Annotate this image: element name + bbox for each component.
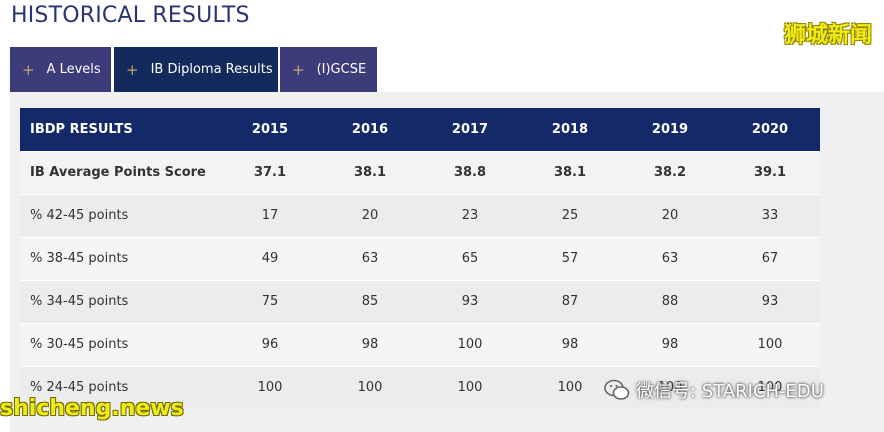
tab-label: (I)GCSE <box>316 62 367 77</box>
wechat-icon <box>604 379 630 401</box>
row-label: IB Average Points Score <box>30 165 206 180</box>
header-cell: 2018 <box>551 121 589 137</box>
table-cell: 17 <box>261 208 279 223</box>
tab-a-levels[interactable]: + A Levels <box>10 47 111 92</box>
table-cell: 100 <box>757 337 783 352</box>
table-cell: 39.1 <box>753 165 787 180</box>
table-cell: 38.1 <box>353 165 387 180</box>
row-label: % 38-45 points <box>30 251 129 266</box>
watermark-bottom-left: shicheng.news <box>0 396 184 421</box>
table-cell: 93 <box>461 294 479 309</box>
table-cell: 38.8 <box>453 165 487 180</box>
header-cell: 2020 <box>751 121 789 137</box>
table-row: % 24-45 points 100 100 100 100 100 100 <box>20 366 820 409</box>
table-cell: 100 <box>357 380 383 396</box>
tab-label: A Levels <box>46 62 101 77</box>
watermark-bottom-right: 微信号: STARICH-EDU <box>604 377 824 403</box>
table-cell: 63 <box>361 251 379 266</box>
table-cell: 98 <box>361 337 379 352</box>
plus-icon: + <box>22 60 35 79</box>
table-row: % 42-45 points 17 20 23 25 20 33 <box>20 194 820 237</box>
table-cell: 85 <box>361 294 379 309</box>
table-cell: 23 <box>461 208 479 223</box>
table-cell: 20 <box>661 208 679 223</box>
table-row: % 38-45 points 49 63 65 57 63 67 <box>20 237 820 280</box>
table-cell: 100 <box>457 380 483 396</box>
table-cell: 88 <box>661 294 679 309</box>
plus-icon: + <box>126 60 139 79</box>
table-cell: 100 <box>457 337 483 352</box>
header-cell: 2016 <box>351 121 389 137</box>
table-header-row: IBDP RESULTS 2015 2016 2017 2018 2019 20… <box>20 108 820 151</box>
table-cell: 98 <box>561 337 579 352</box>
header-cell: 2015 <box>251 121 289 137</box>
header-cell: IBDP RESULTS <box>30 121 133 137</box>
results-table: IBDP RESULTS 2015 2016 2017 2018 2019 20… <box>20 108 820 409</box>
tab-ib-diploma-results[interactable]: + IB Diploma Results <box>114 47 278 92</box>
tab-panel <box>10 92 884 432</box>
table-cell: 33 <box>761 208 779 223</box>
table-cell: 93 <box>761 294 779 309</box>
table-cell: 20 <box>361 208 379 223</box>
row-label: % 42-45 points <box>30 208 129 223</box>
header-cell: 2019 <box>651 121 689 137</box>
table-cell: 96 <box>261 337 279 352</box>
table-row: % 30-45 points 96 98 100 98 98 100 <box>20 323 820 366</box>
table-cell: 38.2 <box>653 165 687 180</box>
table-cell: 25 <box>561 208 579 223</box>
tab-igcse[interactable]: + (I)GCSE <box>280 47 377 92</box>
table-cell: 67 <box>761 251 779 266</box>
table-cell: 75 <box>261 294 279 309</box>
table-cell: 38.1 <box>553 165 587 180</box>
table-cell: 100 <box>257 380 283 396</box>
table-cell: 49 <box>261 251 279 266</box>
table-cell: 98 <box>661 337 679 352</box>
header-cell: 2017 <box>451 121 489 137</box>
table-cell: 100 <box>557 380 583 396</box>
page-title: HISTORICAL RESULTS <box>11 3 250 28</box>
row-label: % 24-45 points <box>30 380 129 396</box>
table-cell: 57 <box>561 251 579 266</box>
table-row: IB Average Points Score 37.1 38.1 38.8 3… <box>20 151 820 194</box>
table-cell: 87 <box>561 294 579 309</box>
table-cell: 100 <box>657 380 683 396</box>
table-cell: 100 <box>757 380 783 396</box>
watermark-top-right: 狮城新闻 <box>783 23 872 48</box>
table-cell: 63 <box>661 251 679 266</box>
wechat-id-text: 微信号: STARICH-EDU <box>636 381 824 402</box>
row-label: % 34-45 points <box>30 294 129 309</box>
table-cell: 65 <box>461 251 479 266</box>
table-cell: 37.1 <box>253 165 287 180</box>
table-row: % 34-45 points 75 85 93 87 88 93 <box>20 280 820 323</box>
tab-label: IB Diploma Results <box>150 62 273 77</box>
plus-icon: + <box>292 60 305 79</box>
row-label: % 30-45 points <box>30 337 129 352</box>
